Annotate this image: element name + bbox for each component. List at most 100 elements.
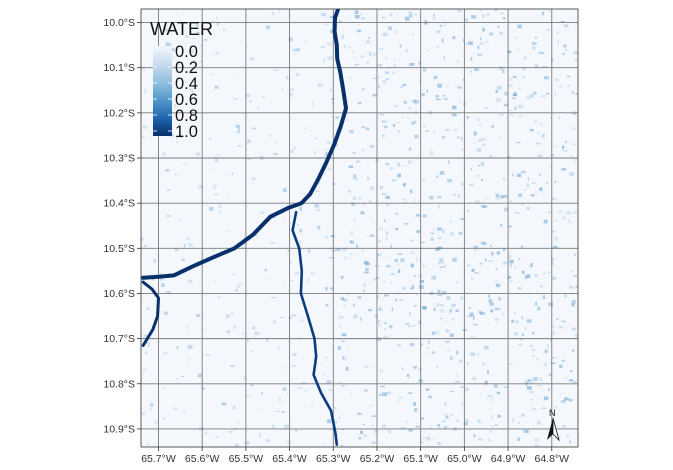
texture-speckle bbox=[360, 430, 364, 435]
texture-speckle bbox=[499, 114, 504, 116]
texture-speckle bbox=[547, 343, 549, 348]
texture-speckle bbox=[252, 127, 256, 130]
texture-speckle bbox=[281, 402, 283, 405]
texture-speckle bbox=[473, 245, 479, 248]
texture-speckle bbox=[436, 366, 439, 368]
texture-speckle bbox=[497, 25, 500, 28]
texture-speckle bbox=[284, 279, 286, 282]
texture-speckle bbox=[437, 294, 443, 296]
texture-speckle bbox=[518, 115, 523, 117]
texture-speckle bbox=[357, 296, 362, 299]
texture-speckle bbox=[321, 12, 326, 17]
texture-speckle bbox=[566, 434, 569, 438]
texture-speckle bbox=[429, 333, 431, 337]
texture-speckle bbox=[361, 126, 366, 129]
texture-speckle bbox=[350, 241, 355, 244]
texture-speckle bbox=[237, 145, 242, 147]
texture-speckle bbox=[494, 307, 497, 311]
texture-speckle bbox=[432, 331, 435, 336]
texture-speckle bbox=[550, 362, 556, 365]
texture-speckle bbox=[504, 194, 508, 198]
texture-speckle bbox=[372, 93, 378, 97]
texture-speckle bbox=[477, 45, 480, 50]
texture-speckle bbox=[433, 275, 436, 280]
texture-speckle bbox=[571, 143, 576, 145]
texture-speckle bbox=[326, 141, 331, 144]
texture-speckle bbox=[554, 237, 559, 241]
texture-speckle bbox=[468, 184, 474, 186]
texture-speckle bbox=[500, 223, 503, 227]
texture-speckle bbox=[473, 131, 477, 136]
texture-speckle bbox=[296, 48, 301, 52]
texture-speckle bbox=[416, 257, 418, 262]
texture-speckle bbox=[471, 278, 473, 280]
texture-speckle bbox=[400, 86, 404, 88]
texture-speckle bbox=[483, 345, 489, 350]
texture-speckle bbox=[556, 318, 559, 320]
texture-speckle bbox=[423, 125, 426, 127]
texture-speckle bbox=[327, 42, 333, 47]
texture-speckle bbox=[356, 412, 361, 416]
texture-speckle bbox=[186, 236, 191, 241]
texture-speckle bbox=[458, 232, 463, 235]
texture-speckle bbox=[513, 266, 517, 269]
texture-speckle bbox=[439, 257, 443, 262]
texture-speckle bbox=[457, 194, 461, 199]
texture-speckle bbox=[379, 227, 383, 231]
texture-speckle bbox=[397, 270, 401, 274]
texture-speckle bbox=[327, 419, 332, 423]
texture-speckle bbox=[443, 265, 446, 268]
texture-speckle bbox=[446, 349, 450, 352]
texture-speckle bbox=[526, 274, 531, 279]
texture-speckle bbox=[559, 436, 561, 439]
x-tick-label: 64.9°W bbox=[491, 453, 526, 465]
texture-speckle bbox=[569, 370, 573, 373]
texture-speckle bbox=[482, 362, 485, 366]
map-border bbox=[140, 8, 579, 448]
texture-speckle bbox=[450, 414, 453, 417]
texture-speckle bbox=[385, 256, 387, 259]
north-arrow: N bbox=[547, 408, 560, 442]
texture-speckle bbox=[458, 359, 463, 363]
texture-speckle bbox=[397, 263, 401, 266]
texture-speckle bbox=[378, 85, 381, 89]
texture-speckle bbox=[166, 189, 171, 191]
texture-speckle bbox=[162, 386, 164, 390]
y-tick-label: 10.9°S bbox=[103, 423, 135, 435]
texture-speckle bbox=[533, 376, 538, 381]
texture-speckle bbox=[520, 245, 524, 249]
texture-speckle bbox=[363, 283, 366, 287]
texture-speckle bbox=[367, 309, 372, 312]
texture-speckle bbox=[527, 266, 532, 268]
texture-speckle bbox=[449, 220, 451, 223]
texture-speckle bbox=[460, 218, 465, 220]
texture-speckle bbox=[521, 202, 524, 206]
texture-speckle bbox=[499, 31, 503, 35]
texture-speckle bbox=[465, 387, 469, 391]
texture-speckle bbox=[159, 277, 164, 281]
texture-speckle bbox=[228, 431, 233, 433]
legend-title: WATER bbox=[150, 19, 213, 39]
texture-speckle bbox=[562, 53, 565, 55]
texture-speckle bbox=[408, 428, 413, 432]
texture-speckle bbox=[322, 373, 326, 376]
texture-speckle bbox=[141, 135, 145, 138]
texture-speckle bbox=[437, 237, 442, 240]
texture-speckle bbox=[391, 307, 393, 312]
texture-speckle bbox=[380, 369, 383, 373]
texture-speckle bbox=[341, 275, 344, 279]
texture-speckle bbox=[391, 179, 397, 182]
river-south-channel bbox=[291, 210, 339, 446]
legend-label: 0.8 bbox=[175, 107, 198, 125]
texture-speckle bbox=[419, 79, 421, 83]
texture-speckle bbox=[528, 292, 530, 294]
texture-speckle bbox=[414, 100, 420, 104]
texture-speckle bbox=[541, 407, 546, 409]
texture-speckle bbox=[179, 134, 184, 138]
texture-speckle bbox=[470, 57, 473, 61]
texture-speckle bbox=[496, 391, 500, 395]
texture-speckle bbox=[550, 338, 552, 342]
texture-speckle bbox=[323, 443, 325, 446]
texture-speckle bbox=[491, 425, 494, 428]
texture-speckle bbox=[537, 307, 541, 311]
